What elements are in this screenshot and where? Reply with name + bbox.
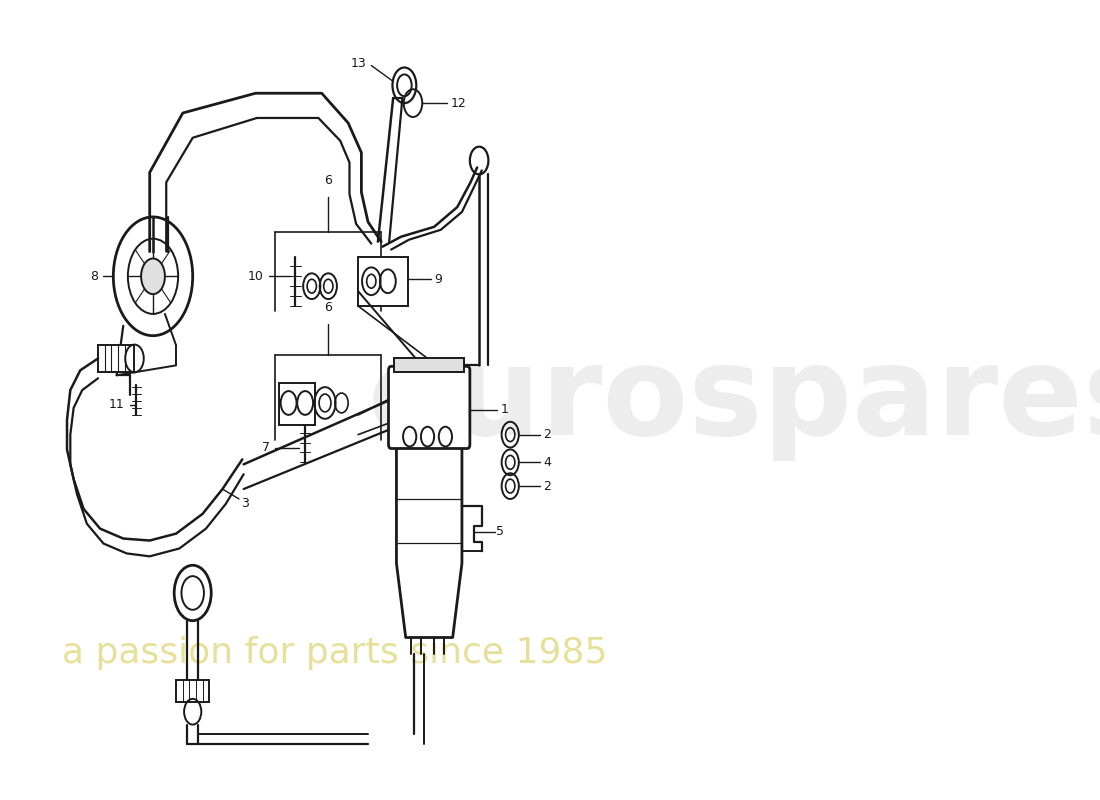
Text: 8: 8 [90,270,98,283]
Bar [278,383,315,425]
Text: 10: 10 [248,270,264,283]
Text: 2: 2 [543,479,551,493]
Text: 3: 3 [241,498,249,510]
Text: 6: 6 [324,301,332,314]
Text: 2: 2 [543,428,551,441]
Bar [176,680,209,702]
Text: 7: 7 [262,441,271,454]
Text: 5: 5 [496,525,504,538]
FancyBboxPatch shape [393,375,465,442]
Text: 1: 1 [500,403,508,416]
Text: 6: 6 [324,174,332,187]
Text: 12: 12 [451,97,466,110]
Text: 9: 9 [434,273,442,286]
Text: eurospares: eurospares [368,339,1100,461]
Circle shape [141,258,165,294]
FancyBboxPatch shape [388,366,470,449]
Bar [395,358,464,372]
Bar [359,257,408,306]
Text: 4: 4 [543,456,551,469]
Text: a passion for parts since 1985: a passion for parts since 1985 [63,636,608,670]
Text: 11: 11 [109,398,124,411]
Text: 13: 13 [351,57,366,70]
Bar [98,345,134,372]
